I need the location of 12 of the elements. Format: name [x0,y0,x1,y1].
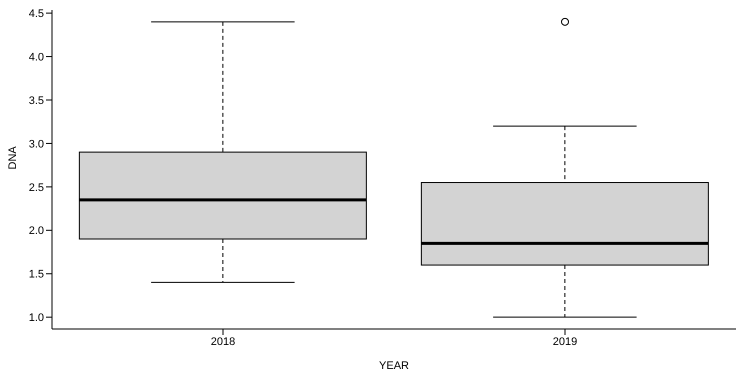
y-tick-label: 1.5 [28,268,44,281]
y-axis-title: DNA [6,146,19,170]
y-tick-label: 4.0 [28,51,44,64]
y-tick-label: 3.0 [28,138,44,150]
y-tick-label: 1.0 [28,312,44,324]
y-tick-label: 3.5 [28,94,44,107]
x-axis-title: YEAR [379,360,410,372]
y-tick-label: 2.0 [28,225,44,238]
x-tick-label: 2018 [210,336,236,348]
y-tick-label: 2.5 [28,182,44,194]
y-tick-label: 4.5 [28,8,44,20]
x-tick-label: 2019 [552,336,578,348]
